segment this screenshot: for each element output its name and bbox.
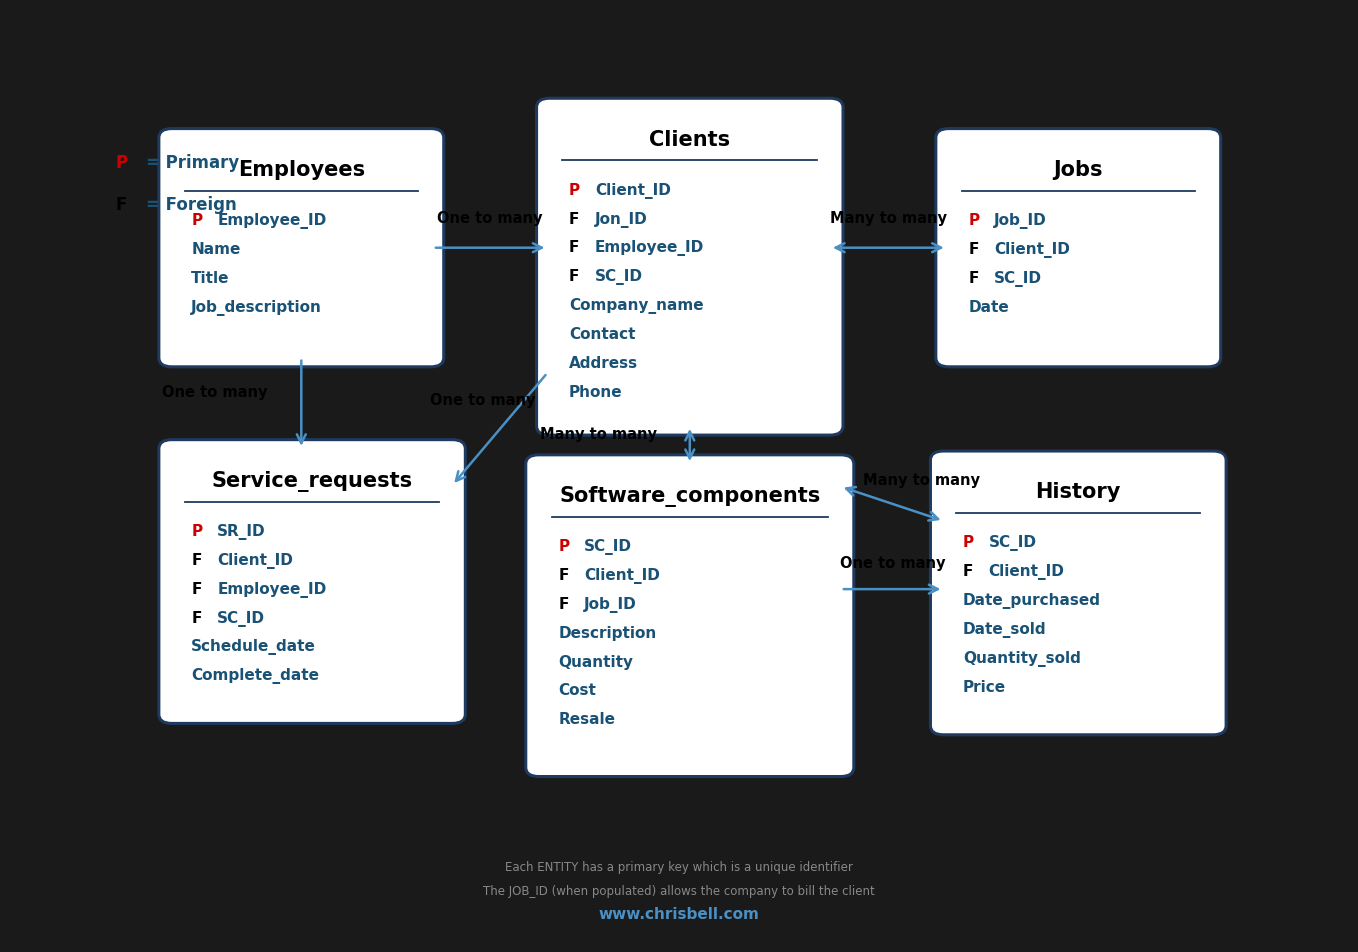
Text: Client_ID: Client_ID <box>994 242 1070 258</box>
Text: One to many: One to many <box>162 385 268 400</box>
FancyBboxPatch shape <box>159 129 444 367</box>
Text: SC_ID: SC_ID <box>595 268 642 285</box>
Text: Phone: Phone <box>569 384 622 399</box>
Text: Price: Price <box>963 679 1006 694</box>
Text: Software_components: Software_components <box>559 486 820 506</box>
Text: Cost: Cost <box>558 683 596 698</box>
Text: F: F <box>569 240 580 255</box>
Text: One to many: One to many <box>430 392 535 407</box>
Text: Quantity: Quantity <box>558 654 633 669</box>
Text: One to many: One to many <box>437 210 543 226</box>
Text: Complete_date: Complete_date <box>191 667 319 684</box>
Text: Name: Name <box>191 242 240 257</box>
Text: Date_purchased: Date_purchased <box>963 592 1101 608</box>
Text: = Primary: = Primary <box>145 153 239 171</box>
Text: Title: Title <box>191 270 230 286</box>
Text: P: P <box>191 213 202 228</box>
Text: Schedule_date: Schedule_date <box>191 639 316 655</box>
Text: Date: Date <box>968 299 1009 314</box>
Text: Contact: Contact <box>569 327 636 342</box>
Text: F: F <box>558 567 569 583</box>
Text: Employee_ID: Employee_ID <box>595 240 703 256</box>
Text: Client_ID: Client_ID <box>217 552 293 568</box>
Text: F: F <box>569 211 580 227</box>
Text: History: History <box>1036 482 1120 502</box>
Text: www.chrisbell.com: www.chrisbell.com <box>599 906 759 922</box>
Text: Description: Description <box>558 625 656 640</box>
Text: P: P <box>558 539 569 554</box>
Text: Quantity_sold: Quantity_sold <box>963 650 1081 666</box>
Text: Employees: Employees <box>238 160 365 180</box>
Text: One to many: One to many <box>839 556 945 570</box>
Text: = Foreign: = Foreign <box>145 195 236 213</box>
Text: Job_ID: Job_ID <box>994 213 1047 228</box>
FancyBboxPatch shape <box>536 99 843 436</box>
Text: Date_sold: Date_sold <box>963 622 1047 637</box>
Text: Many to many: Many to many <box>539 426 656 442</box>
Text: P: P <box>115 153 128 171</box>
Text: F: F <box>968 242 979 257</box>
Text: SR_ID: SR_ID <box>217 524 266 540</box>
Text: F: F <box>963 564 974 579</box>
Text: Employee_ID: Employee_ID <box>217 213 326 228</box>
Text: Employee_ID: Employee_ID <box>217 581 326 597</box>
Text: Company_name: Company_name <box>569 298 703 314</box>
Text: SC_ID: SC_ID <box>989 535 1036 551</box>
Text: F: F <box>569 268 580 284</box>
Text: P: P <box>963 535 974 550</box>
Text: Address: Address <box>569 355 638 370</box>
Text: SC_ID: SC_ID <box>994 270 1042 287</box>
Text: F: F <box>191 581 201 596</box>
FancyBboxPatch shape <box>930 451 1226 735</box>
Text: Jobs: Jobs <box>1054 160 1103 180</box>
FancyBboxPatch shape <box>159 440 466 724</box>
Text: Many to many: Many to many <box>830 210 947 226</box>
Text: Client_ID: Client_ID <box>989 564 1065 580</box>
Text: Jon_ID: Jon_ID <box>595 211 648 228</box>
Text: F: F <box>968 270 979 286</box>
Text: P: P <box>191 524 202 539</box>
Text: Client_ID: Client_ID <box>584 567 660 584</box>
Text: Clients: Clients <box>649 129 731 149</box>
FancyBboxPatch shape <box>526 455 854 777</box>
Text: Service_requests: Service_requests <box>212 470 413 491</box>
Text: F: F <box>115 195 128 213</box>
Text: P: P <box>968 213 979 228</box>
Text: SC_ID: SC_ID <box>584 539 631 555</box>
FancyBboxPatch shape <box>936 129 1221 367</box>
Text: Job_ID: Job_ID <box>584 596 637 612</box>
Text: The JOB_ID (when populated) allows the company to bill the client: The JOB_ID (when populated) allows the c… <box>483 883 875 897</box>
Text: Many to many: Many to many <box>864 472 980 487</box>
Text: F: F <box>558 596 569 611</box>
Text: F: F <box>191 552 201 567</box>
Text: Client_ID: Client_ID <box>595 183 671 198</box>
Text: Job_description: Job_description <box>191 299 322 315</box>
Text: Resale: Resale <box>558 711 615 726</box>
Text: F: F <box>191 610 201 625</box>
Text: P: P <box>569 183 580 197</box>
Text: SC_ID: SC_ID <box>217 610 265 626</box>
Text: Each ENTITY has a primary key which is a unique identifier: Each ENTITY has a primary key which is a… <box>505 860 853 873</box>
